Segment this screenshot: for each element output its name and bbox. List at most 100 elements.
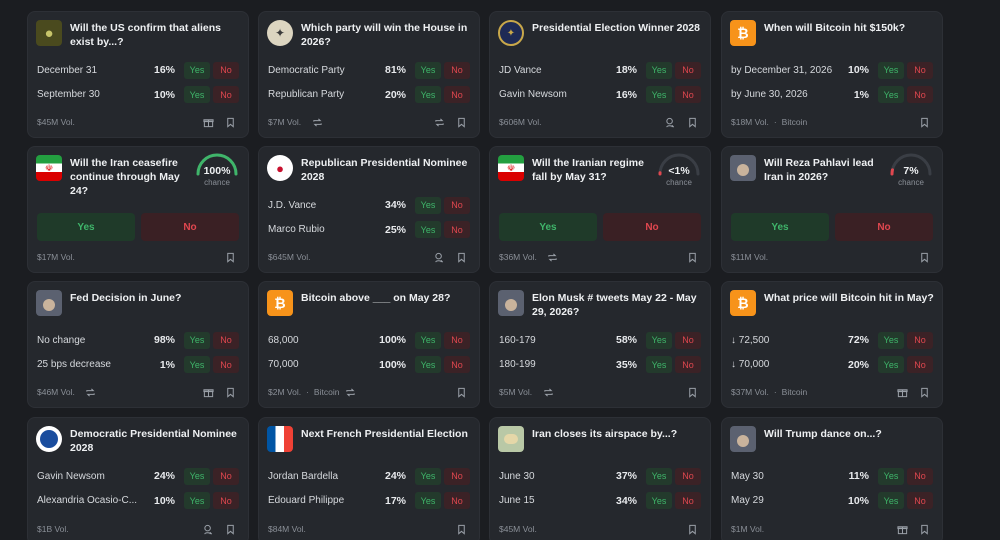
- card-header[interactable]: ● Republican Presidential Nominee 2028: [267, 155, 471, 184]
- no-button[interactable]: No: [213, 86, 239, 104]
- yes-button[interactable]: Yes: [415, 467, 441, 485]
- yes-button[interactable]: Yes: [646, 61, 672, 79]
- bookmark-icon[interactable]: [918, 116, 930, 128]
- outcome-row[interactable]: December 31 16% Yes No: [37, 58, 239, 83]
- category-tag[interactable]: Bitcoin: [781, 387, 808, 397]
- outcome-row[interactable]: May 29 10% Yes No: [731, 489, 933, 514]
- card-header[interactable]: Democratic Presidential Nominee 2028: [36, 426, 240, 455]
- users-icon[interactable]: [433, 251, 445, 263]
- outcome-row[interactable]: Édouard Philippe 17% Yes No: [268, 489, 470, 514]
- gift-icon[interactable]: [896, 523, 908, 535]
- yes-button[interactable]: Yes: [878, 492, 904, 510]
- outcome-row[interactable]: ↓ 70,000 20% Yes No: [731, 353, 933, 378]
- yes-button[interactable]: Yes: [415, 356, 441, 374]
- bookmark-icon[interactable]: [455, 523, 467, 535]
- outcome-row[interactable]: 68,000 100% Yes No: [268, 328, 470, 353]
- yes-button[interactable]: Yes: [415, 61, 441, 79]
- gift-icon[interactable]: [202, 116, 214, 128]
- outcome-row[interactable]: No change 98% Yes No: [37, 328, 239, 353]
- card-header[interactable]: Next French Presidential Election: [267, 426, 471, 452]
- buy-no-button[interactable]: No: [835, 213, 933, 241]
- market-card[interactable]: ☫ Will the Iranian regime fall by May 31?…: [489, 146, 711, 273]
- yes-button[interactable]: Yes: [184, 356, 210, 374]
- bookmark-icon[interactable]: [918, 386, 930, 398]
- bookmark-icon[interactable]: [224, 523, 236, 535]
- market-card[interactable]: Will Reza Pahlavi lead Iran in 2026? 7% ch…: [721, 146, 943, 273]
- no-button[interactable]: No: [213, 61, 239, 79]
- outcome-row[interactable]: June 30 37% Yes No: [499, 464, 701, 489]
- category-tag[interactable]: Bitcoin: [313, 387, 340, 397]
- market-title[interactable]: Will Trump dance on...?: [764, 428, 882, 440]
- repeat-icon[interactable]: [433, 116, 445, 128]
- category-tag[interactable]: Bitcoin: [781, 117, 808, 127]
- yes-button[interactable]: Yes: [646, 467, 672, 485]
- yes-button[interactable]: Yes: [415, 86, 441, 104]
- no-button[interactable]: No: [213, 356, 239, 374]
- market-title[interactable]: Fed Decision in June?: [70, 292, 182, 304]
- bookmark-icon[interactable]: [918, 523, 930, 535]
- market-title[interactable]: Elon Musk # tweets May 22 - May 29, 2026…: [532, 292, 697, 318]
- market-card[interactable]: Elon Musk # tweets May 22 - May 29, 2026…: [489, 281, 711, 408]
- market-card[interactable]: Fed Decision in June? No change 98% Yes No 25…: [27, 281, 249, 408]
- card-header[interactable]: Will Trump dance on...?: [730, 426, 934, 452]
- outcome-row[interactable]: Marco Rubio 25% Yes No: [268, 218, 470, 243]
- buy-no-button[interactable]: No: [603, 213, 701, 241]
- bookmark-icon[interactable]: [686, 523, 698, 535]
- yes-button[interactable]: Yes: [878, 61, 904, 79]
- market-card[interactable]: ₿ When will Bitcoin hit $150k? by December…: [721, 11, 943, 138]
- bookmark-icon[interactable]: [686, 116, 698, 128]
- yes-button[interactable]: Yes: [184, 331, 210, 349]
- card-header[interactable]: ₿ Bitcoin above ___ on May 28?: [267, 290, 471, 316]
- market-title[interactable]: Republican Presidential Nominee 2028: [301, 157, 468, 183]
- market-card[interactable]: ● Republican Presidential Nominee 2028 J.D…: [258, 146, 480, 273]
- bookmark-icon[interactable]: [455, 386, 467, 398]
- market-title[interactable]: Next French Presidential Election: [301, 428, 468, 440]
- yes-button[interactable]: Yes: [878, 356, 904, 374]
- yes-button[interactable]: Yes: [415, 196, 441, 214]
- bookmark-icon[interactable]: [686, 251, 698, 263]
- card-header[interactable]: ✦ Which party will win the House in 2026?: [267, 20, 471, 49]
- no-button[interactable]: No: [907, 331, 933, 349]
- no-button[interactable]: No: [907, 86, 933, 104]
- no-button[interactable]: No: [907, 492, 933, 510]
- yes-button[interactable]: Yes: [184, 492, 210, 510]
- yes-button[interactable]: Yes: [878, 86, 904, 104]
- market-title[interactable]: Iran closes its airspace by...?: [532, 428, 678, 440]
- no-button[interactable]: No: [444, 331, 470, 349]
- market-card[interactable]: Iran closes its airspace by...? June 30 37…: [489, 417, 711, 540]
- market-title[interactable]: Will the Iranian regime fall by May 31?: [532, 157, 644, 183]
- yes-button[interactable]: Yes: [415, 331, 441, 349]
- outcome-row[interactable]: by June 30, 2026 1% Yes No: [731, 83, 933, 108]
- gift-icon[interactable]: [202, 386, 214, 398]
- no-button[interactable]: No: [444, 86, 470, 104]
- no-button[interactable]: No: [213, 467, 239, 485]
- no-button[interactable]: No: [444, 356, 470, 374]
- no-button[interactable]: No: [907, 61, 933, 79]
- bookmark-icon[interactable]: [455, 116, 467, 128]
- market-card[interactable]: Democratic Presidential Nominee 2028 Gavi…: [27, 417, 249, 540]
- no-button[interactable]: No: [907, 467, 933, 485]
- yes-button[interactable]: Yes: [184, 467, 210, 485]
- outcome-row[interactable]: Republican Party 20% Yes No: [268, 83, 470, 108]
- market-title[interactable]: When will Bitcoin hit $150k?: [764, 22, 906, 34]
- market-card[interactable]: Next French Presidential Election Jordan …: [258, 417, 480, 540]
- market-card[interactable]: ● Will the US confirm that aliens exist b…: [27, 11, 249, 138]
- outcome-row[interactable]: September 30 10% Yes No: [37, 83, 239, 108]
- bookmark-icon[interactable]: [686, 386, 698, 398]
- bookmark-icon[interactable]: [224, 386, 236, 398]
- yes-button[interactable]: Yes: [878, 467, 904, 485]
- outcome-row[interactable]: Democratic Party 81% Yes No: [268, 58, 470, 83]
- no-button[interactable]: No: [675, 356, 701, 374]
- yes-button[interactable]: Yes: [415, 221, 441, 239]
- outcome-row[interactable]: ↓ 72,500 72% Yes No: [731, 328, 933, 353]
- no-button[interactable]: No: [444, 196, 470, 214]
- card-header[interactable]: ☫ Will the Iranian regime fall by May 31?: [498, 155, 702, 184]
- no-button[interactable]: No: [675, 86, 701, 104]
- no-button[interactable]: No: [907, 356, 933, 374]
- no-button[interactable]: No: [444, 221, 470, 239]
- bookmark-icon[interactable]: [918, 251, 930, 263]
- market-title[interactable]: What price will Bitcoin hit in May?: [764, 292, 934, 304]
- card-header[interactable]: ☫ Will the Iran ceasefire continue throug…: [36, 155, 240, 198]
- card-header[interactable]: Fed Decision in June?: [36, 290, 240, 316]
- outcome-row[interactable]: JD Vance 18% Yes No: [499, 58, 701, 83]
